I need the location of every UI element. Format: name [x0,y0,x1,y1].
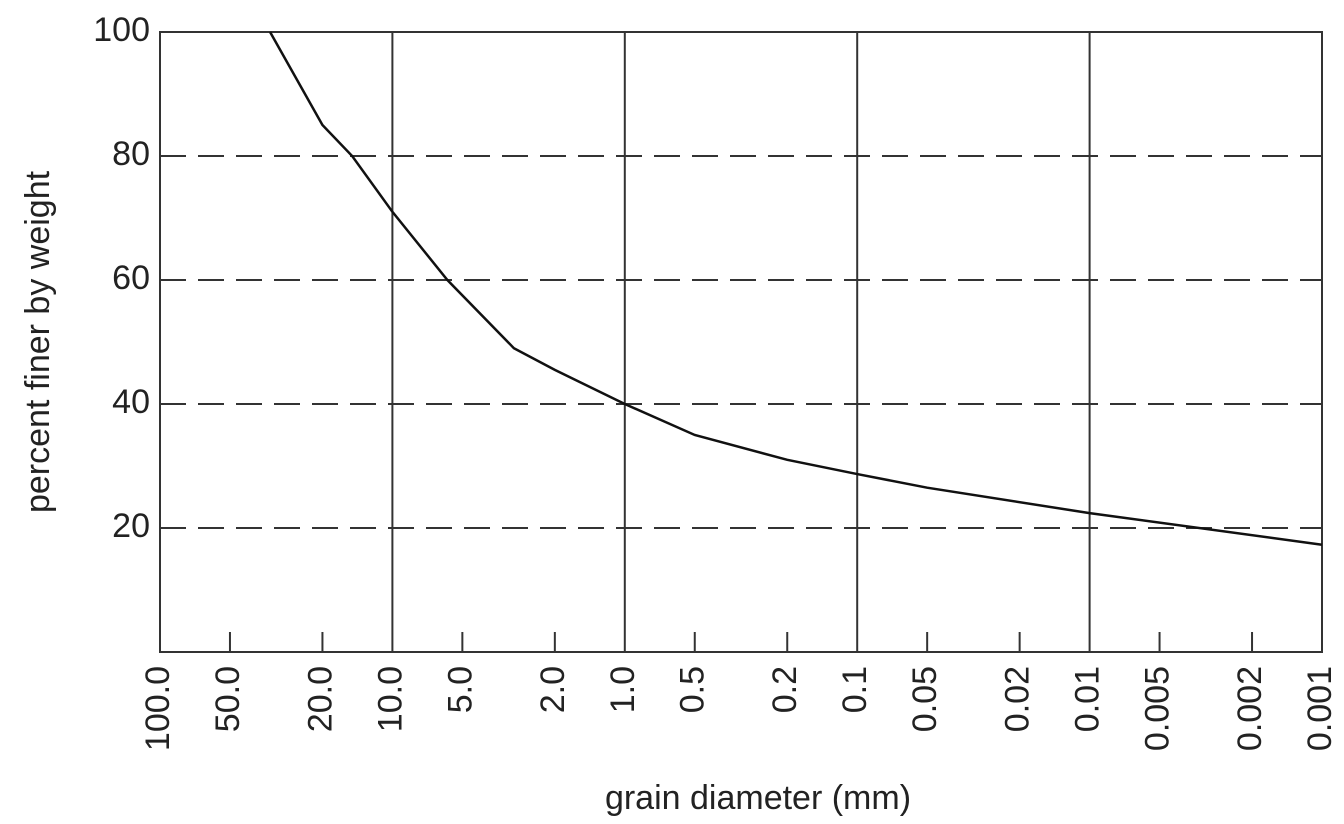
y-axis-label: percent finer by weight [19,170,57,513]
x-tick-label: 5.0 [441,666,479,713]
plot-frame [159,31,1323,653]
x-tick-label: 0.2 [766,666,804,713]
x-tick-label: 100.0 [139,666,177,751]
x-tick-label: 2.0 [534,666,572,713]
x-tick-label: 0.005 [1139,666,1177,751]
x-tick-label: 0.1 [836,666,874,713]
x-tick-label: 0.02 [999,666,1037,732]
y-tick-label: 20 [112,507,150,545]
data-line [268,31,1323,546]
x-tick-label: 0.05 [906,666,944,732]
y-tick-label: 80 [112,135,150,173]
x-tick-label: 0.01 [1069,666,1107,732]
x-tick-label: 50.0 [209,666,247,732]
x-tick-label: 10.0 [371,666,409,732]
x-tick-label: 0.001 [1301,666,1339,751]
x-tick-label: 0.002 [1231,666,1269,751]
x-tick-label: 0.5 [674,666,712,713]
x-tick-label: 1.0 [604,666,642,713]
x-tick-label: 20.0 [301,666,339,732]
x-axis-label: grain diameter (mm) [605,779,911,817]
y-tick-label: 40 [112,383,150,421]
y-tick-label: 60 [112,259,150,297]
y-tick-label: 100 [93,11,150,49]
